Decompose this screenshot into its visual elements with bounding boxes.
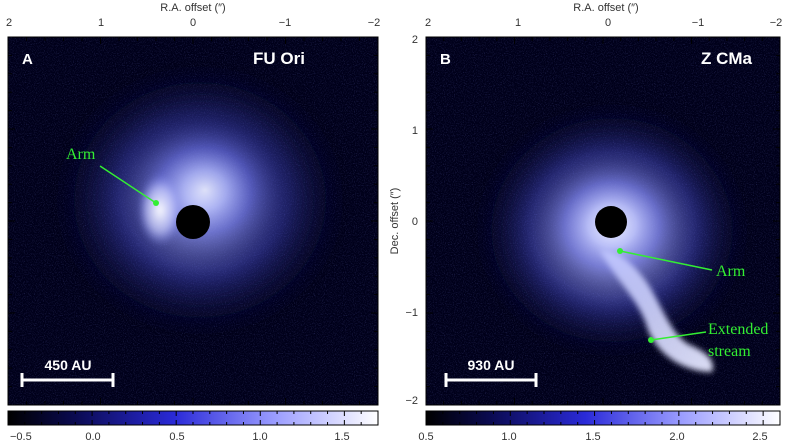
panel-b-stream-label-line1: Extended: [708, 321, 768, 338]
panel-b-ra-tick-label: −1: [692, 17, 705, 29]
panel-a-ra-tick-labels: 2 1 0 −1 −2: [6, 17, 380, 29]
panel-a-colorbar-label: 1.5: [334, 431, 349, 443]
z-cma-extended-stream-feature: [600, 250, 713, 372]
panel-a-ra-tick-label: 1: [98, 17, 104, 29]
panel-b-coronagraph-mask: [595, 206, 627, 238]
panel-a-scale-bar: [20, 373, 115, 387]
panel-a-arm-pointer: [99, 165, 157, 204]
panel-b-colorbar-label: 1.5: [585, 431, 600, 443]
panel-a-colorbar-labels: −0.5 0.0 0.5 1.0 1.5: [10, 431, 350, 443]
panel-b-ra-title: R.A. offset (″): [573, 2, 638, 14]
panel-b-stream-label-line2: stream: [708, 343, 751, 360]
panel-a-scale-label: 450 AU: [45, 357, 92, 373]
panel-a-arm-marker: [153, 200, 159, 206]
panel-b-arm-pointer: [619, 250, 713, 271]
panel-a-ra-tick-label: 2: [6, 17, 12, 29]
panel-a-colorbar-ticks: [7, 411, 379, 425]
panel-b-dec-tick-labels: 2 1 0 −1 −2: [405, 34, 418, 407]
fu-ori-arm-feature: [138, 174, 182, 246]
panel-b-dec-tick-label: −2: [405, 395, 418, 407]
panel-b-dec-title: Dec. offset (″): [389, 188, 401, 255]
panel-a-letter: A: [22, 51, 33, 68]
panel-a-object-name: FU Ori: [253, 49, 305, 68]
panel-a-arm-label: Arm: [66, 146, 96, 163]
panel-a-colorbar-label: 0.5: [169, 431, 184, 443]
panel-b-colorbar-labels: 0.5 1.0 1.5 2.0 2.5: [418, 431, 767, 443]
panel-b-ra-tick-label: 1: [515, 17, 521, 29]
panel-b-dec-tick-label: 1: [412, 125, 418, 137]
panel-a-coronagraph-mask: [176, 205, 210, 239]
panel-a-colorbar-label: 0.0: [85, 431, 100, 443]
panel-b-stream-pointer: [650, 331, 707, 341]
panel-b-ra-tick-labels: 2 1 0 −1 −2: [425, 17, 782, 29]
panel-b-scale-label: 930 AU: [468, 357, 515, 373]
panel-a: A FU Ori Arm 450 AU: [7, 36, 379, 426]
panel-b-ticks: [425, 36, 781, 406]
panel-b-stream-marker: [648, 337, 654, 343]
panel-a-ticks: [7, 36, 379, 406]
panel-b-image: [426, 37, 780, 405]
panel-b-colorbar-label: 1.0: [501, 431, 516, 443]
panel-b-colorbar-label: 2.5: [752, 431, 767, 443]
panel-a-colorbar-label: 1.0: [252, 431, 267, 443]
panel-b-scale-bar: [444, 373, 538, 387]
panel-b-ra-tick-label: −2: [770, 17, 783, 29]
panel-a-ra-tick-label: −2: [368, 17, 381, 29]
panel-b-colorbar-label: 0.5: [418, 431, 433, 443]
panel-b-ra-tick-label: 2: [425, 17, 431, 29]
panel-b-arm-label: Arm: [716, 263, 746, 280]
panel-b-colorbar: [425, 410, 781, 426]
panel-b-object-name: Z CMa: [701, 49, 753, 68]
panel-a-image: [8, 37, 378, 405]
panel-a-ra-title: R.A. offset (″): [160, 2, 225, 14]
panel-b-dec-tick-label: −1: [405, 307, 418, 319]
panel-b-letter: B: [440, 51, 451, 68]
panel-b-dec-tick-label: 2: [412, 34, 418, 46]
panel-b-colorbar-ticks: [425, 411, 781, 425]
panel-b: B Z CMa Arm Extended stream 930 AU: [425, 36, 781, 426]
panel-a-ra-tick-label: −1: [279, 17, 292, 29]
panel-a-colorbar-label: −0.5: [10, 431, 32, 443]
panel-b-arm-marker: [617, 248, 623, 254]
panel-b-colorbar-label: 2.0: [669, 431, 684, 443]
panel-b-dec-tick-label: 0: [412, 216, 418, 228]
panel-b-ra-tick-label: 0: [605, 17, 611, 29]
panel-a-ra-tick-label: 0: [190, 17, 196, 29]
